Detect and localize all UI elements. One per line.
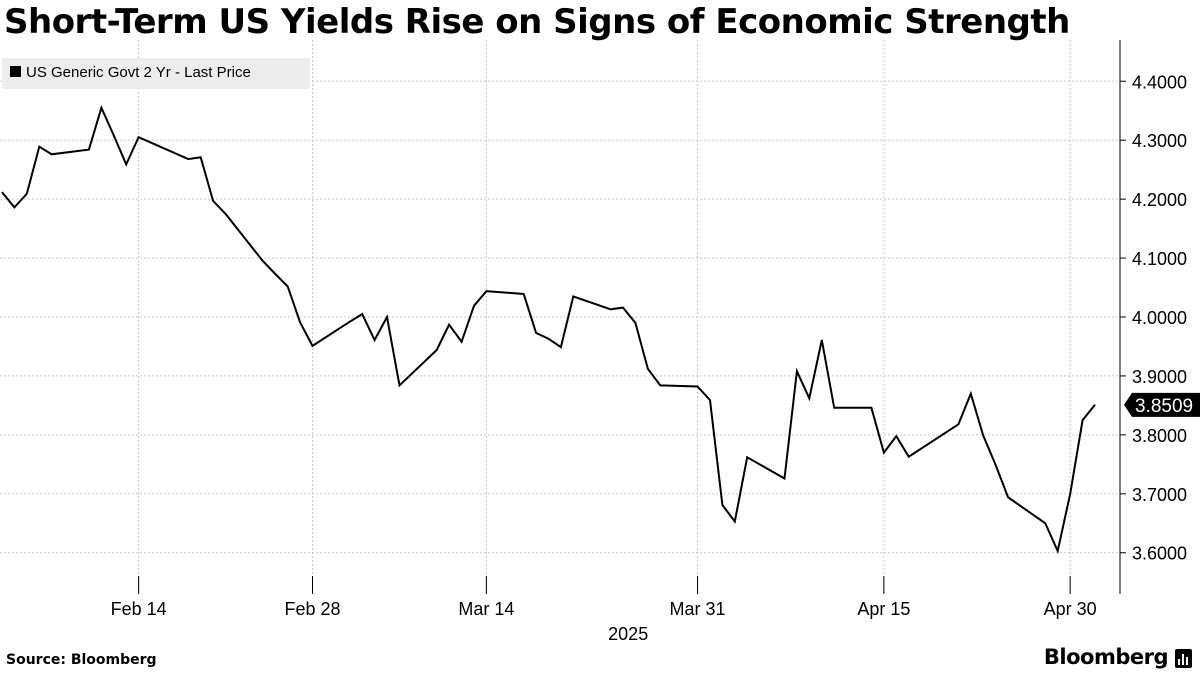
y-tick-label: 3.6000	[1132, 544, 1187, 564]
grid-layer	[0, 40, 1120, 594]
x-tick-label: Apr 30	[1044, 599, 1097, 619]
x-tick-label: Feb 28	[284, 599, 340, 619]
y-tick-label: 4.3000	[1132, 131, 1187, 151]
bloomberg-terminal-icon	[1175, 649, 1192, 668]
y-tick-label: 4.1000	[1132, 249, 1187, 269]
x-tick-label: Mar 14	[458, 599, 514, 619]
y-tick-label: 4.2000	[1132, 190, 1187, 210]
last-value-marker: 3.8509	[1124, 392, 1200, 417]
x-tick-label: Feb 14	[111, 599, 167, 619]
series-layer	[1, 104, 1096, 555]
x-tick-label: Apr 15	[857, 599, 910, 619]
legend-label: US Generic Govt 2 Yr - Last Price	[26, 64, 251, 81]
legend: US Generic Govt 2 Yr - Last Price	[2, 58, 310, 89]
y-tick-label: 3.8000	[1132, 426, 1187, 446]
x-axis: Feb 14 Feb 28 Mar 14 Mar 31 Apr 15 Apr 30 2025	[111, 576, 1097, 644]
legend-background	[2, 58, 310, 89]
y-axis: 3.6000 3.7000 3.8000 3.9000 4.0000 4.1000 4.20…	[1119, 40, 1187, 594]
y-tick-label: 3.9000	[1132, 367, 1187, 387]
brand-logo-text: Bloomberg	[1043, 645, 1169, 669]
x-tick-label: Mar 31	[670, 599, 726, 619]
legend-swatch	[10, 66, 21, 77]
last-value-tag	[1124, 392, 1200, 417]
series-line-us-2yr	[1, 104, 1096, 555]
y-tick-label: 4.4000	[1132, 72, 1187, 92]
source-note: Source: Bloomberg	[6, 652, 157, 668]
y-tick-label: 4.0000	[1132, 308, 1187, 328]
x-axis-year-label: 2025	[608, 624, 648, 644]
last-value-label: 3.8509	[1135, 396, 1193, 417]
y-tick-label: 3.7000	[1132, 485, 1187, 505]
chart-title: Short-Term US Yields Rise on Signs of Ec…	[4, 2, 1070, 42]
